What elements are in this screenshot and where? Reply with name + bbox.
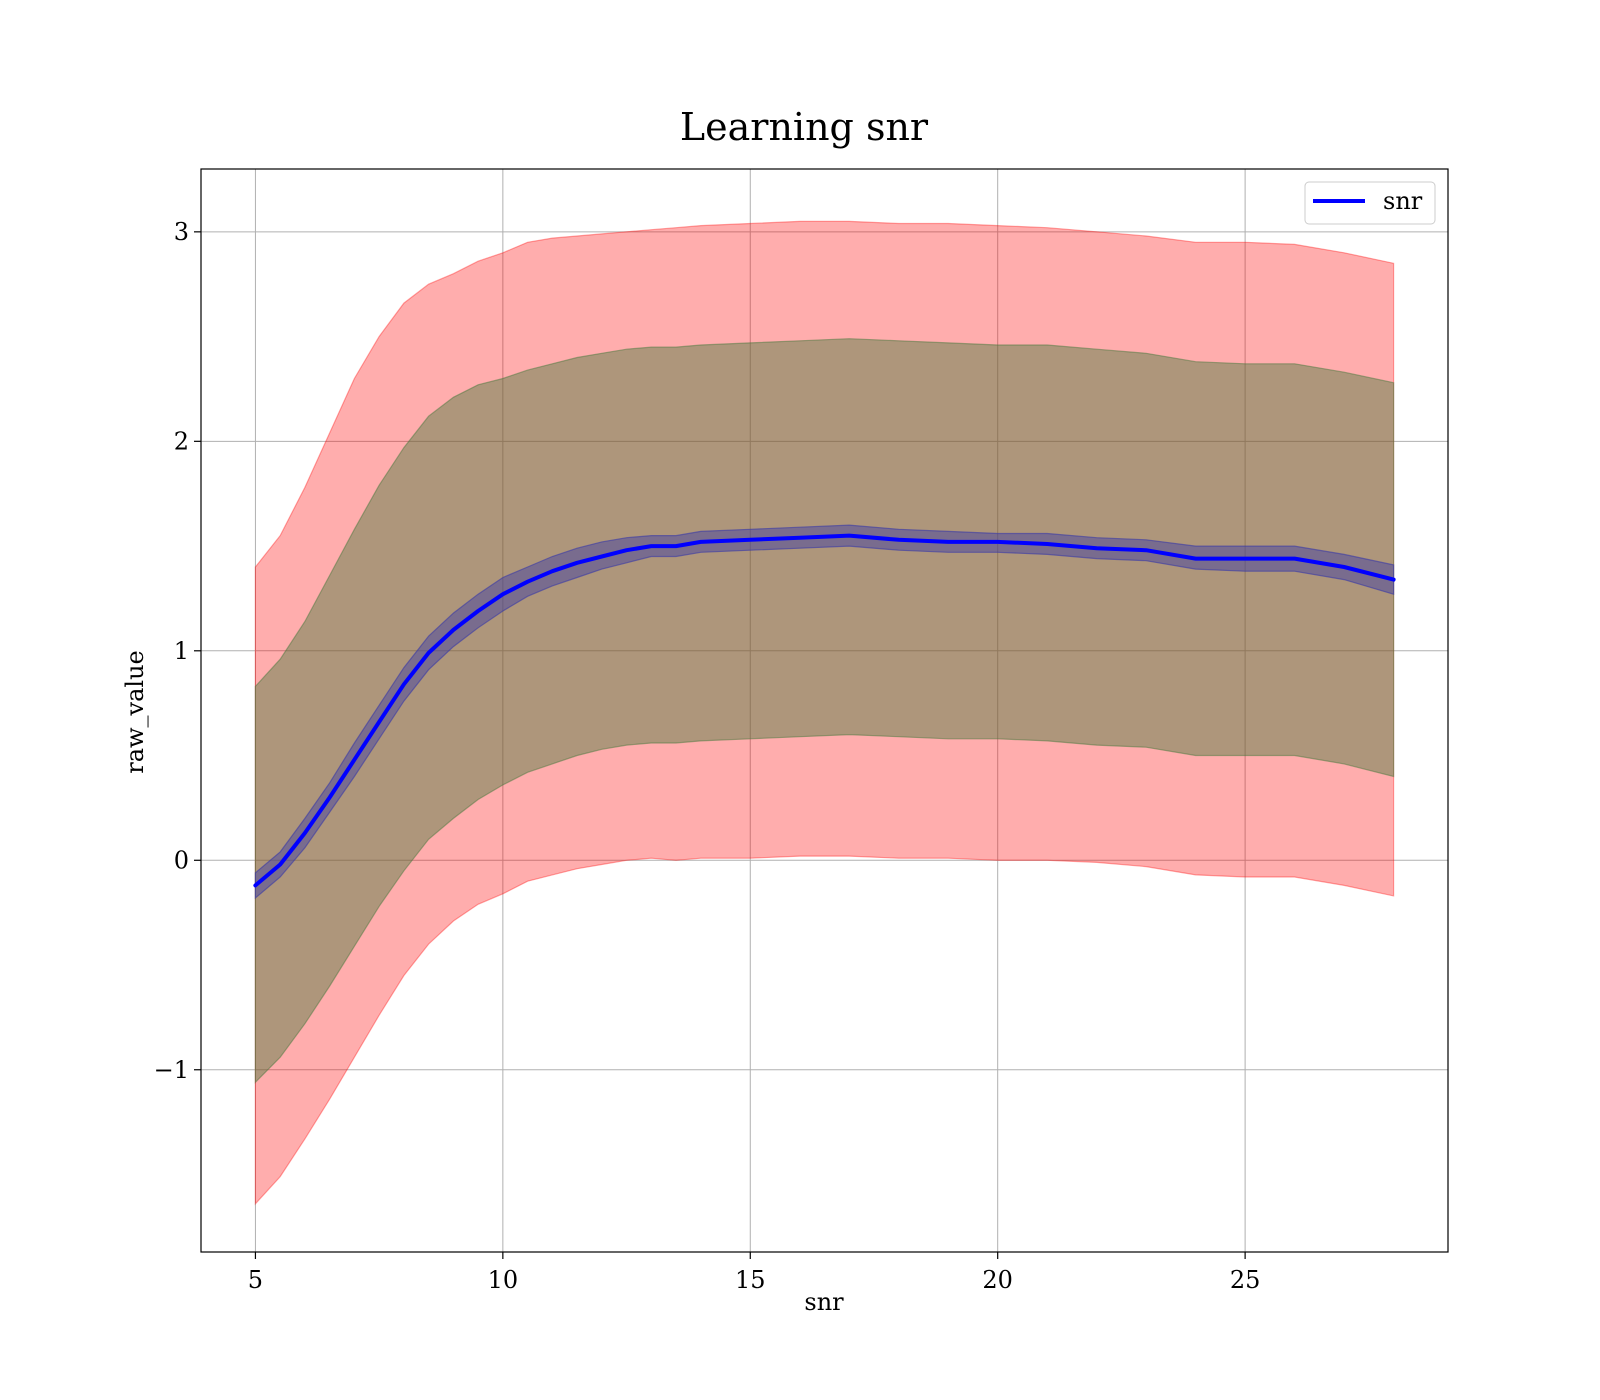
y-tick-label: 0	[174, 846, 189, 874]
confidence-bands	[254, 220, 1395, 1206]
x-tick-label: 15	[735, 1266, 766, 1294]
x-tick-label: 20	[982, 1266, 1013, 1294]
x-tick-label: 10	[488, 1266, 519, 1294]
y-tick-label: 1	[174, 637, 189, 665]
legend-box	[1304, 181, 1436, 225]
legend: snr	[1304, 181, 1436, 225]
band-outer	[254, 220, 1395, 1206]
band-middle	[254, 338, 1395, 1084]
series-line-snr	[253, 533, 1396, 888]
x-axis-label: snr	[804, 1288, 844, 1316]
y-tick-label: −1	[154, 1056, 189, 1084]
y-tick-label: 2	[174, 427, 189, 455]
grid	[201, 169, 1448, 1252]
legend-label-snr: snr	[1383, 187, 1423, 215]
x-tick-label: 5	[248, 1266, 263, 1294]
x-tick-label: 25	[1230, 1266, 1261, 1294]
y-axis-ticks: −1 0 1 2 3	[154, 218, 201, 1084]
chart-title: Learning snr	[680, 105, 929, 149]
y-tick-label: 3	[174, 218, 189, 246]
x-axis-ticks: 5 10 15 20 25	[248, 1252, 1261, 1294]
plot-frame	[200, 168, 1449, 1253]
y-axis-label: raw_value	[121, 650, 149, 774]
band-inner	[254, 524, 1395, 900]
series-lines	[253, 533, 1396, 888]
